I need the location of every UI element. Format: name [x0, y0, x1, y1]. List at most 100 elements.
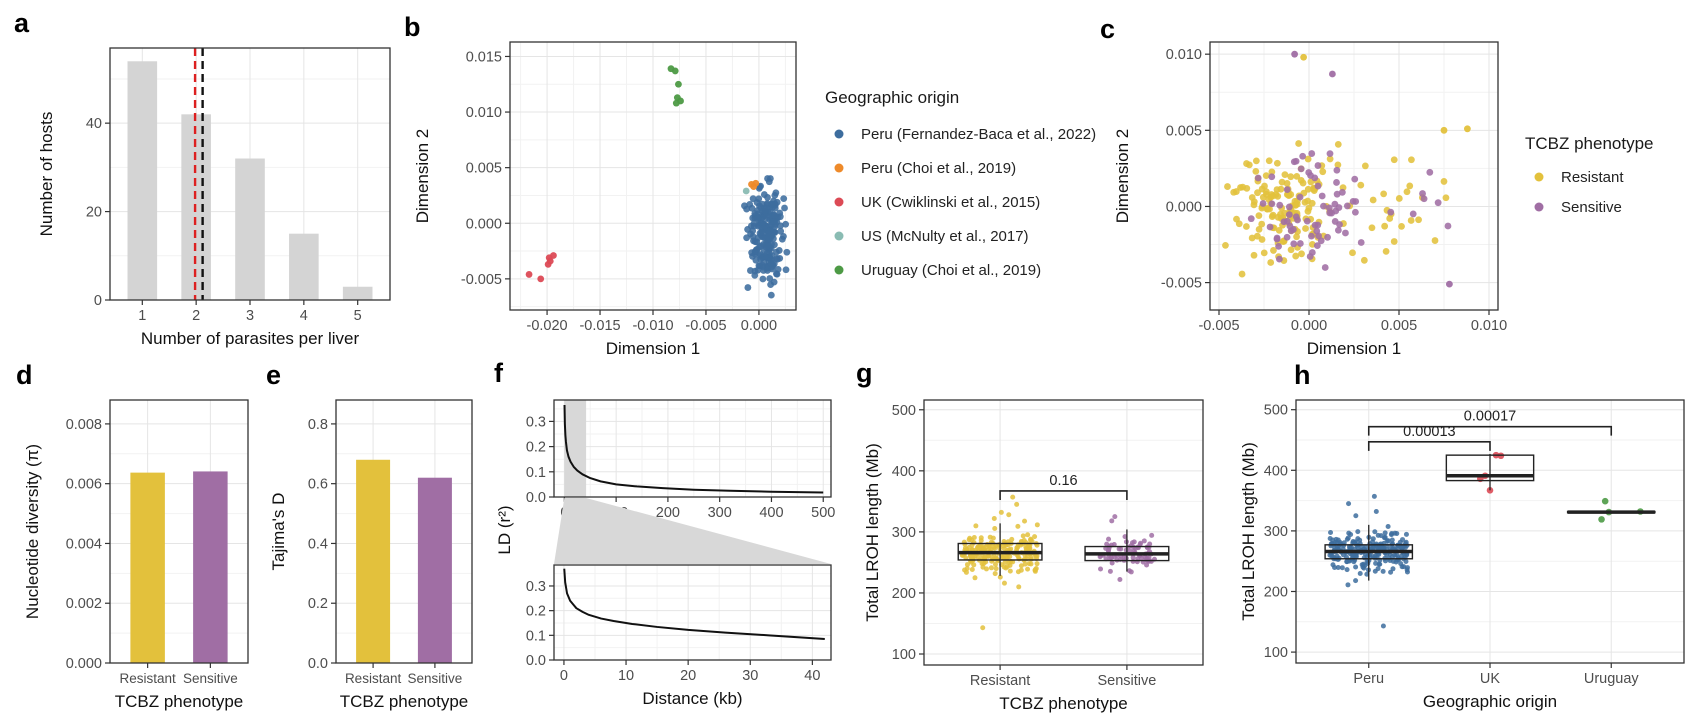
data-point [997, 574, 1003, 580]
data-point [1274, 213, 1282, 221]
p-value-label: 0.00013 [1403, 424, 1455, 440]
data-point [1252, 157, 1260, 165]
data-point [1285, 211, 1293, 219]
data-point [782, 220, 790, 228]
gridlines [924, 400, 1203, 665]
y-tick-label: 40 [86, 116, 102, 132]
data-point [1344, 559, 1350, 565]
data-point [1224, 183, 1231, 190]
data-point [1373, 509, 1379, 515]
data-point [1254, 189, 1261, 197]
data-point [1320, 202, 1327, 210]
y-tick-label: 0.0 [526, 490, 546, 506]
data-point [525, 271, 533, 278]
data-point [1444, 222, 1452, 230]
bar [193, 471, 228, 663]
panel-letter-g: g [856, 358, 873, 388]
y-tick-label: 0.005 [466, 161, 502, 177]
data-point [1002, 559, 1008, 565]
legend-title: TCBZ phenotype [1525, 134, 1654, 153]
significance-bracket [1367, 425, 1613, 436]
gridlines [1210, 42, 1498, 310]
data-point [1283, 186, 1291, 194]
data-point [1318, 192, 1326, 200]
data-point [1357, 537, 1363, 543]
x-tick-label: Uruguay [1584, 671, 1640, 687]
data-point [1304, 155, 1312, 163]
data-point [1333, 190, 1341, 198]
data-point [1376, 561, 1382, 567]
legend-label: Peru (Choi et al., 2019) [861, 160, 1016, 177]
data-point [969, 537, 975, 543]
data-point [764, 233, 772, 241]
data-point [1149, 532, 1155, 538]
bar [235, 158, 265, 300]
data-point [992, 561, 998, 567]
data-point [1404, 569, 1410, 575]
data-point [757, 242, 765, 250]
data-point [1292, 252, 1300, 260]
x-tick-label: -0.015 [579, 318, 620, 334]
plot-frame [923, 399, 1204, 666]
data-point [1598, 516, 1605, 523]
data-point [1004, 564, 1010, 570]
data-point [1222, 241, 1229, 249]
data-point [1303, 217, 1311, 225]
data-point [1341, 540, 1347, 546]
data-point [1365, 560, 1371, 566]
data-point [1248, 234, 1256, 242]
data-point [992, 526, 998, 532]
data-point [1314, 162, 1322, 169]
data-point [1355, 529, 1361, 535]
y-tick-label: 200 [892, 586, 916, 602]
data-point [1308, 150, 1316, 157]
data-point [1293, 233, 1300, 241]
data-point [783, 248, 791, 256]
data-point [1275, 226, 1283, 234]
x-tick-label: -0.005 [1198, 318, 1239, 334]
y-axis-title: LD (r²) [495, 505, 514, 554]
data-point [1034, 522, 1040, 528]
y-tick-label: 0.0 [526, 653, 546, 669]
x-axis-title: Dimension 1 [606, 339, 701, 358]
y-tick-label: 0.004 [66, 536, 102, 552]
y-tick-label: -0.005 [461, 272, 502, 288]
data-point [1266, 223, 1274, 231]
data-point [1129, 540, 1135, 546]
data-point [1334, 226, 1342, 234]
data-point [1028, 536, 1034, 542]
panel-letter-b: b [404, 12, 421, 42]
data-point [1336, 221, 1343, 228]
x-tick-label: Sensitive [408, 671, 463, 686]
data-point [970, 555, 976, 561]
data-point [1000, 553, 1006, 559]
data-point [777, 227, 785, 235]
data-point [998, 509, 1004, 515]
data-point [987, 534, 993, 540]
y-axis-title: Total LROH length (Mb) [1239, 442, 1258, 621]
gridlines [510, 42, 796, 310]
data-point [1276, 201, 1284, 209]
x-tick-label: Sensitive [1097, 673, 1156, 689]
data-point [1390, 566, 1396, 572]
data-point [1327, 552, 1333, 558]
data-point [742, 187, 750, 195]
gridlines [554, 400, 831, 498]
data-point [1395, 545, 1401, 551]
x-axis-title: TCBZ phenotype [999, 694, 1128, 713]
panel-letter-c: c [1100, 14, 1116, 44]
data-point [1250, 251, 1258, 259]
data-point [1278, 178, 1286, 186]
data-point [1239, 183, 1247, 191]
data-point [1382, 534, 1388, 540]
data-point [768, 200, 776, 208]
data-point [1440, 178, 1448, 185]
data-point [976, 544, 982, 550]
data-point [1306, 253, 1314, 260]
data-point [1024, 553, 1030, 559]
data-point [749, 233, 757, 240]
data-point [1334, 141, 1342, 148]
legend-dot [1534, 202, 1544, 212]
data-point [1357, 181, 1365, 189]
legend-dot [834, 197, 844, 207]
